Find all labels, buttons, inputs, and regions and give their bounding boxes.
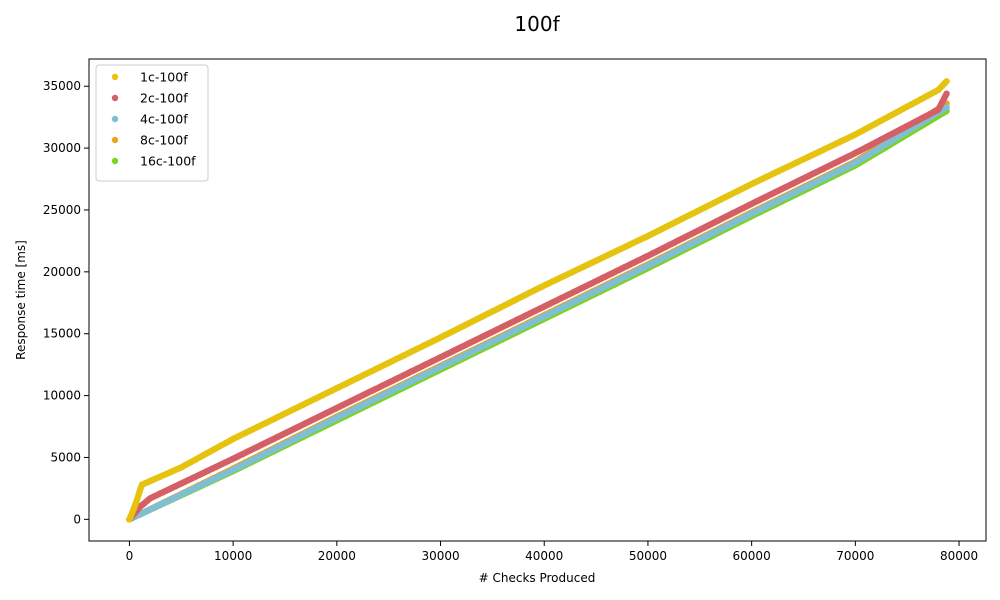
legend-marker-4c-100f: [111, 115, 119, 123]
legend-box: [95, 64, 209, 182]
y-tick-label-1: 5000: [50, 450, 81, 464]
legend-marker-2c-100f: [111, 94, 119, 102]
data-point: [943, 90, 950, 97]
y-tick-label-0: 0: [73, 512, 81, 526]
legend: 1c-100f 2c-100f 4c-100f 8c-100f 16c-100f: [95, 64, 209, 182]
x-tick-label-7: 70000: [836, 549, 874, 563]
y-tick-label-2: 10000: [43, 389, 81, 403]
y-tick-label-6: 30000: [43, 141, 81, 155]
legend-marker-1c-100f: [111, 73, 119, 81]
x-axis: 0 10000 20000 30000 40000 50000 60000 70000 8000…: [126, 541, 978, 563]
x-tick-label-0: 0: [126, 549, 134, 563]
data-point: [943, 78, 950, 85]
x-tick-label-6: 60000: [733, 549, 771, 563]
y-tick-label-4: 20000: [43, 265, 81, 279]
y-tick-label-7: 35000: [43, 79, 81, 93]
legend-marker-8c-100f: [111, 136, 119, 144]
x-tick-label-5: 50000: [629, 549, 667, 563]
plot-points: [126, 78, 950, 523]
data-point: [943, 104, 950, 111]
y-tick-label-3: 15000: [43, 327, 81, 341]
series-1c-100f: [126, 78, 950, 523]
legend-label-1c-100f: 1c-100f: [140, 70, 188, 85]
x-tick-label-8: 80000: [940, 549, 978, 563]
x-tick-label-2: 20000: [318, 549, 356, 563]
y-tick-label-5: 25000: [43, 203, 81, 217]
series-2c-100f: [126, 90, 950, 523]
legend-label-8c-100f: 8c-100f: [140, 133, 188, 148]
x-axis-label: # Checks Produced: [479, 571, 596, 585]
plot-frame: [88, 58, 987, 542]
y-axis-label: Response time [ms]: [14, 240, 28, 360]
legend-marker-16c-100f: [111, 157, 119, 165]
x-tick-label-3: 30000: [421, 549, 459, 563]
y-axis: 0 5000 10000 15000 20000 25000 30000 35000: [43, 79, 89, 526]
legend-label-4c-100f: 4c-100f: [140, 112, 188, 127]
x-tick-label-4: 40000: [525, 549, 563, 563]
legend-label-2c-100f: 2c-100f: [140, 91, 188, 106]
chart-title: 100f: [514, 12, 560, 36]
x-tick-label-1: 10000: [214, 549, 252, 563]
series-4c-100f: [126, 104, 950, 523]
legend-label-16c-100f: 16c-100f: [140, 154, 196, 169]
